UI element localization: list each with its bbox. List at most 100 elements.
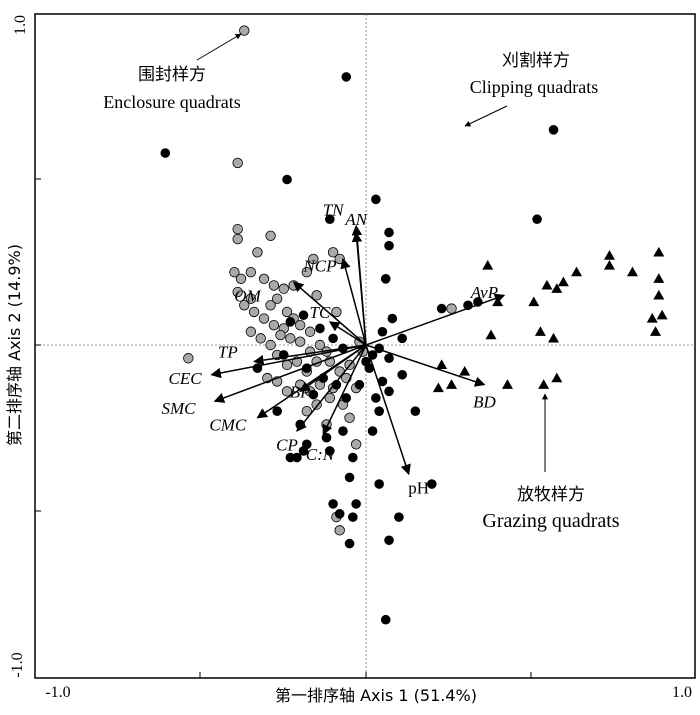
data-point (295, 320, 305, 330)
data-point (279, 284, 289, 294)
data-point (459, 366, 470, 376)
data-point (650, 326, 661, 336)
data-point (446, 379, 457, 389)
data-point (328, 499, 338, 509)
data-point (447, 304, 457, 314)
data-point (374, 406, 384, 416)
data-point (548, 333, 559, 343)
data-point (269, 281, 279, 291)
data-point (348, 512, 358, 522)
data-point (282, 175, 292, 185)
data-point (549, 125, 559, 135)
data-point (246, 267, 256, 277)
data-point (381, 274, 391, 284)
data-point (305, 327, 315, 337)
data-point (299, 310, 309, 320)
data-point (384, 228, 394, 238)
vector-label-ph: pH (408, 478, 429, 497)
vector-label-cn: C:N (306, 445, 336, 464)
data-point (341, 72, 351, 82)
data-point (384, 535, 394, 545)
annotation-grazing-cn: 放牧样方 (517, 485, 585, 505)
data-point (558, 277, 569, 287)
data-point (236, 274, 246, 284)
data-point (397, 334, 407, 344)
data-point (482, 260, 493, 270)
data-point (551, 373, 562, 383)
data-point (345, 473, 355, 483)
vector-arrow-avp (366, 295, 504, 345)
data-point (371, 393, 381, 403)
y-axis-title: 第二排序轴 Axis 2 (14.9%) (5, 244, 24, 446)
data-point (653, 273, 664, 283)
data-point (233, 158, 243, 168)
vector-label-avp: AvP (470, 283, 498, 302)
data-point (381, 615, 391, 625)
data-point (338, 426, 348, 436)
data-point (657, 310, 668, 320)
data-point (351, 499, 361, 509)
annotation-grazing-en: Grazing quadrats (482, 510, 619, 532)
data-point (269, 320, 279, 330)
data-point (368, 426, 378, 436)
data-point (397, 370, 407, 380)
data-point (259, 314, 269, 324)
data-point (361, 357, 371, 367)
data-point (502, 379, 513, 389)
data-point (335, 509, 345, 519)
data-point (384, 241, 394, 251)
data-point (256, 334, 266, 344)
vector-label-bd: BD (473, 392, 496, 411)
x-tick-right: 1.0 (672, 684, 692, 701)
data-point (604, 250, 615, 260)
y-tick-top: 1.0 (12, 15, 29, 35)
annotation-enclosure-arrow (197, 34, 241, 60)
vector-label-smc: SMC (161, 399, 196, 418)
data-point (328, 334, 338, 344)
vector-label-an: AN (344, 210, 368, 229)
annotation-enclosure-en: Enclosure quadrats (103, 92, 240, 112)
data-point (315, 324, 325, 334)
x-axis-title: 第一排序轴 Axis 1 (51.4%) (275, 686, 477, 705)
data-point (378, 327, 388, 337)
vector-arrow-ph (366, 345, 409, 474)
data-point (233, 224, 243, 234)
data-point (276, 330, 286, 340)
data-point (266, 340, 276, 350)
data-point (335, 526, 345, 536)
data-point (571, 267, 582, 277)
annotation-clipping-en: Clipping quadrats (470, 77, 599, 97)
data-point (528, 296, 539, 306)
data-point (272, 406, 282, 416)
vector-label-tc: TC (310, 303, 331, 322)
data-point (486, 330, 497, 340)
data-point (371, 195, 381, 205)
data-point (374, 479, 384, 489)
data-point (295, 337, 305, 347)
vector-label-tp: TP (218, 343, 238, 362)
vector-label-cp: CP (276, 435, 298, 454)
annotation-clipping-arrow (465, 106, 507, 126)
annotation-clipping-cn: 刈割样方 (502, 51, 570, 71)
data-point (653, 290, 664, 300)
data-point (286, 334, 296, 344)
data-point (437, 304, 447, 314)
vector-label-tn: TN (323, 200, 345, 219)
data-point (535, 326, 546, 336)
data-point (647, 313, 658, 323)
y-tick-bottom: -1.0 (9, 652, 26, 677)
data-point (384, 353, 394, 363)
data-point (286, 317, 296, 327)
data-point (433, 383, 444, 393)
data-point (348, 453, 358, 463)
data-point (388, 314, 398, 324)
data-point (355, 380, 365, 390)
data-point (627, 267, 638, 277)
data-point (394, 512, 404, 522)
annotation-enclosure-cn: 围封样方 (138, 65, 206, 85)
data-point (246, 327, 256, 337)
points-layer (161, 26, 668, 625)
vector-label-bp: BP (290, 382, 311, 401)
data-point (253, 248, 263, 258)
